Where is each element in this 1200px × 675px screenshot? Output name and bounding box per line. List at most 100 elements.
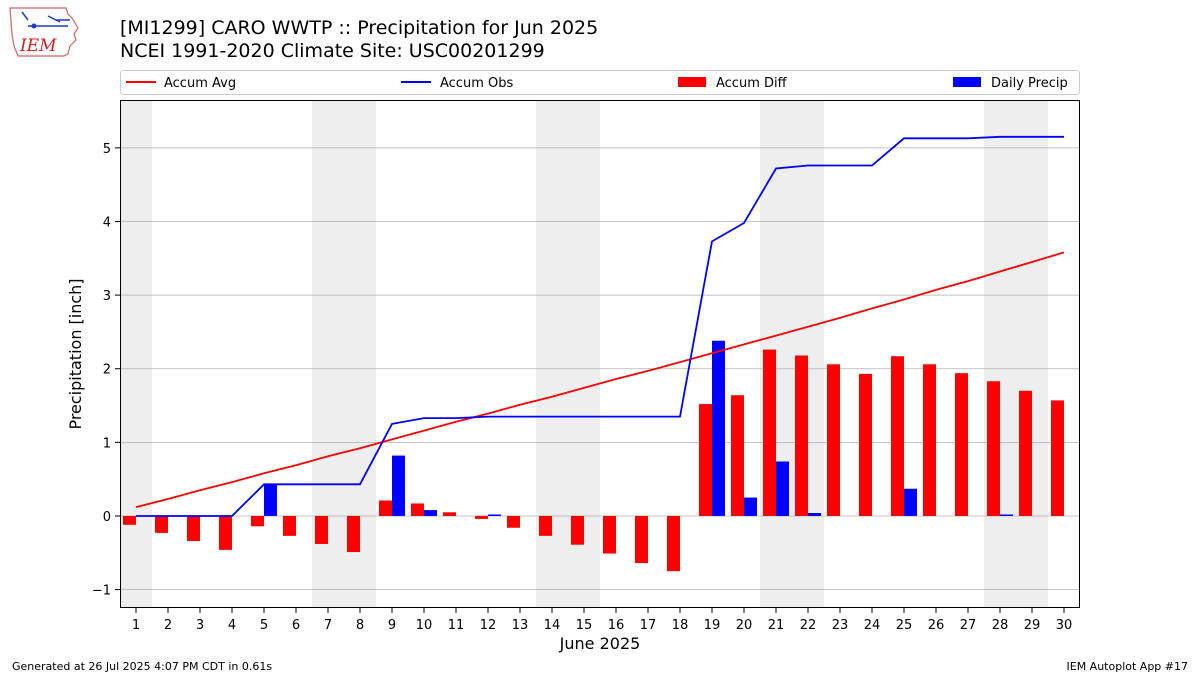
x-tick-label: 29 [1024, 618, 1041, 633]
app-credit: IEM Autoplot App #17 [1066, 660, 1189, 673]
x-tick-label: 24 [864, 618, 881, 633]
y-tick-label: 2 [103, 363, 111, 378]
iem-logo: IEM [9, 7, 79, 57]
y-tick-label: 4 [103, 215, 111, 230]
accum-diff-bar [539, 515, 552, 536]
weather-symbols-icon [21, 11, 70, 27]
x-tick-label: 27 [960, 618, 977, 633]
accum-diff-bar [219, 515, 232, 550]
accum-diff-bar [411, 503, 424, 516]
y-tick-label: −1 [92, 584, 111, 599]
accum-diff-bar [251, 515, 264, 527]
x-tick-label: 25 [896, 618, 913, 633]
x-tick-label: 10 [416, 618, 433, 633]
weekend-band [984, 100, 1048, 608]
accum-diff-bar [443, 512, 456, 516]
x-tick-label: 5 [260, 618, 268, 633]
y-axis-ticks: −1 0 1 2 3 4 5 [92, 142, 120, 599]
x-tick-label: 7 [324, 618, 332, 633]
daily-precip-bar [488, 514, 501, 516]
daily-precip-bar [904, 488, 917, 516]
x-tick-label: 11 [448, 618, 465, 633]
x-tick-label: 4 [228, 618, 236, 633]
x-tick-label: 16 [608, 618, 625, 633]
x-tick-label: 17 [640, 618, 657, 633]
daily-precip-bar [264, 484, 277, 516]
accum-diff-bar [603, 515, 616, 554]
accum-diff-bar [123, 515, 136, 525]
x-tick-label: 23 [832, 618, 849, 633]
x-tick-label: 6 [292, 618, 300, 633]
accum-diff-bar [987, 381, 1000, 516]
accum-diff-bar [731, 395, 744, 516]
x-tick-label: 19 [704, 618, 721, 633]
daily-precip-bar [776, 461, 789, 516]
accum-diff-bar [379, 500, 392, 516]
accum-diff-bar [827, 364, 840, 516]
legend-swatch-accum-diff [678, 77, 706, 87]
chart-title: [MI1299] CARO WWTP :: Precipitation for … [120, 17, 599, 39]
accum-diff-bar [283, 515, 296, 536]
x-tick-label: 12 [480, 618, 497, 633]
x-tick-label: 1 [132, 618, 140, 633]
accum-diff-bar [859, 373, 872, 516]
x-tick-label: 20 [736, 618, 753, 633]
accum-diff-bar [187, 515, 200, 542]
accum-diff-bar [315, 515, 328, 544]
x-tick-label: 9 [388, 618, 396, 633]
legend-label-accum-obs: Accum Obs [440, 76, 513, 91]
accum-avg-line [135, 251, 1065, 508]
accum-diff-bar [475, 515, 488, 519]
daily-precip-bar [392, 455, 405, 516]
x-tick-label: 30 [1056, 618, 1073, 633]
x-axis-label: June 2025 [559, 634, 641, 653]
accum-diff-bar [955, 373, 968, 516]
daily-precip-bar [1000, 514, 1013, 516]
daily-precip-bar [744, 497, 757, 516]
daily-precip-bar [808, 513, 821, 516]
daily-precip-bar [712, 340, 725, 516]
accum-diff-bar [763, 349, 776, 516]
lines [135, 135, 1065, 517]
x-tick-label: 26 [928, 618, 945, 633]
x-tick-label: 8 [356, 618, 364, 633]
x-tick-label: 15 [576, 618, 593, 633]
legend-swatch-daily-precip [953, 77, 981, 87]
x-tick-label: 28 [992, 618, 1009, 633]
generated-timestamp: Generated at 26 Jul 2025 4:07 PM CDT in … [12, 660, 273, 673]
x-tick-label: 13 [512, 618, 529, 633]
accum-diff-bar [667, 515, 680, 572]
accum-diff-bar [1019, 390, 1032, 516]
x-tick-label: 2 [164, 618, 172, 633]
daily-precip-bar [424, 510, 437, 516]
accum-diff-bar [699, 404, 712, 516]
x-tick-label: 14 [544, 618, 561, 633]
accum-diff-bar [923, 364, 936, 516]
plot-frame [120, 100, 1080, 608]
y-tick-label: 3 [103, 289, 111, 304]
y-tick-label: 5 [103, 142, 111, 157]
accum-diff-bar [155, 515, 168, 533]
accum-diff-bar [891, 356, 904, 516]
legend-label-daily-precip: Daily Precip [991, 76, 1068, 91]
accum-diff-bar [1051, 400, 1064, 516]
y-tick-label: 0 [103, 510, 111, 525]
accum-diff-bar [795, 355, 808, 516]
accum-diff-bar [571, 515, 584, 545]
x-tick-label: 22 [800, 618, 817, 633]
legend-label-accum-diff: Accum Diff [716, 76, 788, 91]
accum-obs-line [136, 135, 1064, 517]
y-axis-label: Precipitation [inch] [66, 278, 85, 429]
accum-diff-bar [635, 515, 648, 564]
legend-label-accum-avg: Accum Avg [164, 76, 236, 91]
legend-box [120, 70, 1080, 95]
x-tick-label: 21 [768, 618, 785, 633]
x-tick-label: 18 [672, 618, 689, 633]
chart-subtitle: NCEI 1991-2020 Climate Site: USC00201299 [120, 40, 545, 62]
legend: Accum Avg Accum Obs Accum Diff Daily Pre… [120, 70, 1080, 95]
x-tick-label: 3 [196, 618, 204, 633]
bars [123, 340, 1064, 572]
logo-text: IEM [19, 36, 57, 56]
weekend-band [120, 100, 152, 608]
